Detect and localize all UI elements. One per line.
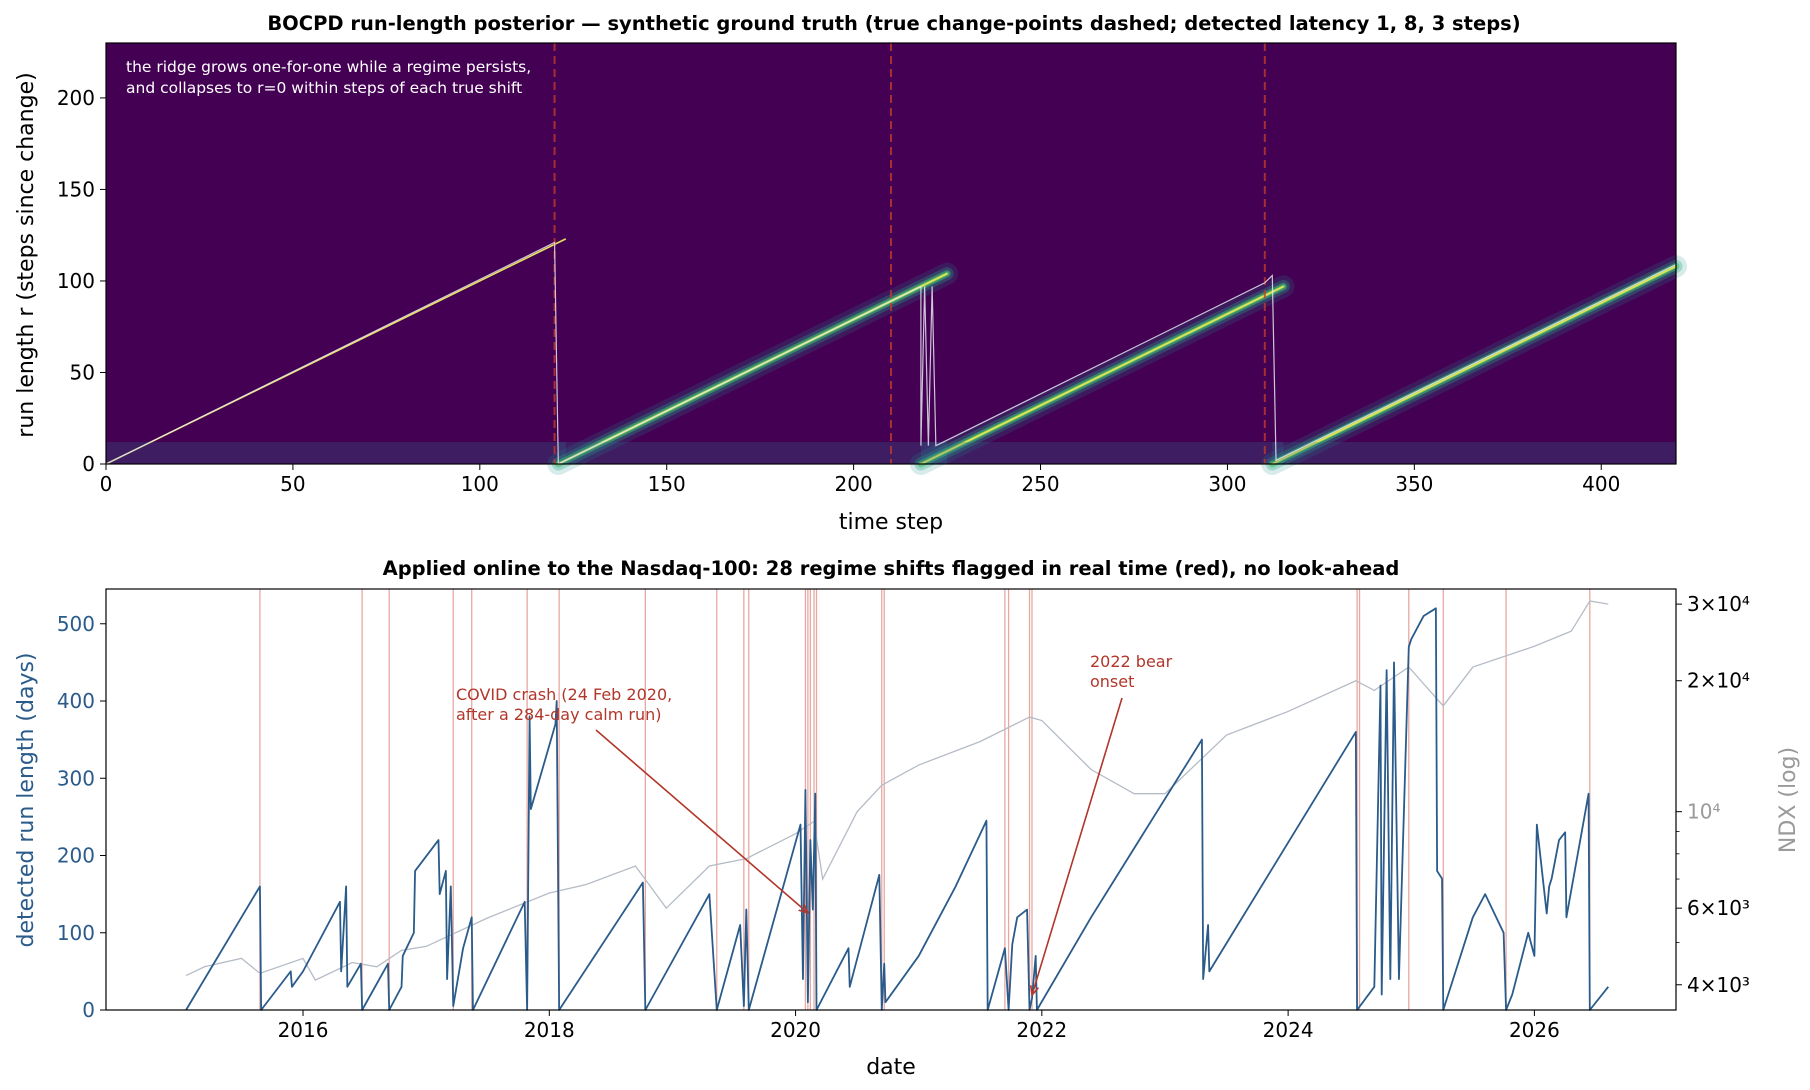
covid-annotation-arrow bbox=[595, 729, 808, 913]
top-x-tick-label-3: 150 bbox=[648, 472, 686, 496]
bottom-y-tick-label-3: 300 bbox=[57, 766, 95, 790]
bottom-x-tick-label-4: 2024 bbox=[1263, 1018, 1314, 1042]
noise-band-0 bbox=[106, 442, 566, 464]
ridge-3 bbox=[1271, 265, 1677, 465]
bear-annotation-arrow bbox=[1032, 697, 1123, 995]
bottom-y-tick-label-2: 200 bbox=[57, 844, 95, 868]
bottom-left-y-ticks: 0 100 200 300 400 500 bbox=[57, 612, 106, 1022]
top-x-tick-label-8: 400 bbox=[1582, 472, 1620, 496]
right-y-tick-label-1: 6×10³ bbox=[1687, 896, 1750, 920]
top-x-tick-label-1: 50 bbox=[280, 472, 305, 496]
top-y-axis-label: run length r (steps since change) bbox=[14, 72, 39, 437]
noise-band-3 bbox=[1272, 442, 1676, 464]
noise-band-2 bbox=[920, 442, 1284, 464]
top-x-ticks: 0 50 100 150 200 250 300 350 400 bbox=[100, 464, 1620, 496]
top-y-ticks: 0 50 100 150 200 bbox=[57, 86, 106, 476]
bottom-left-y-axis-label: detected run length (days) bbox=[14, 652, 39, 947]
top-x-tick-label-5: 250 bbox=[1021, 472, 1059, 496]
bottom-y-tick-label-4: 400 bbox=[57, 689, 95, 713]
top-annotation-line-1: the ridge grows one-for-one while a regi… bbox=[126, 58, 531, 76]
top-x-tick-label-6: 300 bbox=[1208, 472, 1246, 496]
right-y-tick-label-3: 2×10⁴ bbox=[1687, 669, 1750, 693]
bottom-panel: Applied online to the Nasdaq-100: 28 reg… bbox=[14, 557, 1801, 1080]
top-x-axis-label: time step bbox=[839, 510, 943, 535]
bear-annotation-line-1: 2022 bear bbox=[1090, 652, 1173, 671]
top-annotation-line-2: and collapses to r=0 within steps of eac… bbox=[126, 79, 522, 97]
noise-band-1 bbox=[558, 442, 948, 464]
covid-annotation-line-1: COVID crash (24 Feb 2020, bbox=[456, 685, 672, 704]
top-y-tick-label-4: 200 bbox=[57, 86, 95, 110]
top-y-tick-label-1: 50 bbox=[70, 360, 95, 384]
bottom-x-tick-label-2: 2020 bbox=[770, 1018, 821, 1042]
top-y-tick-label-2: 100 bbox=[57, 269, 95, 293]
bottom-x-tick-label-1: 2018 bbox=[524, 1018, 575, 1042]
right-y-tick-label-2: 10⁴ bbox=[1687, 800, 1720, 824]
heatmap-layer bbox=[105, 238, 1687, 475]
map-run-length-path bbox=[105, 241, 1677, 465]
right-y-tick-label-0: 4×10³ bbox=[1687, 973, 1750, 997]
ridge-2 bbox=[920, 285, 1284, 465]
bottom-y-tick-label-0: 0 bbox=[82, 998, 95, 1022]
right-y-tick-label-4: 3×10⁴ bbox=[1687, 592, 1750, 616]
bottom-right-y-axis-label: NDX (log) bbox=[1776, 747, 1801, 853]
ndx-series-line bbox=[185, 600, 1609, 981]
top-x-tick-label-2: 100 bbox=[461, 472, 499, 496]
bottom-x-axis-label: date bbox=[866, 1055, 916, 1080]
top-axes-frame bbox=[105, 42, 1677, 465]
bottom-right-y-ticks: 4×10³ 6×10³ 10⁴ 2×10⁴ 3×10⁴ bbox=[1676, 592, 1750, 997]
covid-annotation-line-2: after a 284-day calm run) bbox=[456, 705, 661, 724]
bear-annotation-line-2: onset bbox=[1090, 672, 1134, 691]
bottom-y-tick-label-5: 500 bbox=[57, 612, 95, 636]
top-x-tick-label-0: 0 bbox=[100, 472, 113, 496]
bottom-x-tick-label-5: 2026 bbox=[1509, 1018, 1560, 1042]
bottom-axes-frame bbox=[105, 588, 1677, 1011]
bottom-x-tick-label-3: 2022 bbox=[1016, 1018, 1067, 1042]
bottom-y-tick-label-1: 100 bbox=[57, 921, 95, 945]
bottom-x-tick-label-0: 2016 bbox=[278, 1018, 329, 1042]
flagged-shift-layer bbox=[259, 589, 1591, 1010]
bottom-x-ticks: 2016 2018 2020 2022 2024 2026 bbox=[278, 1010, 1560, 1042]
map-path-layer bbox=[105, 241, 1677, 465]
top-x-tick-label-7: 350 bbox=[1395, 472, 1433, 496]
top-y-tick-label-0: 0 bbox=[82, 452, 95, 476]
top-y-tick-label-3: 150 bbox=[57, 177, 95, 201]
top-panel: BOCPD run-length posterior — synthetic g… bbox=[14, 12, 1687, 535]
top-chart-title: BOCPD run-length posterior — synthetic g… bbox=[267, 12, 1520, 35]
bottom-plot-area bbox=[106, 589, 1676, 1010]
ndx-layer bbox=[185, 600, 1609, 981]
bottom-chart-title: Applied online to the Nasdaq-100: 28 reg… bbox=[383, 557, 1400, 580]
top-x-tick-label-4: 200 bbox=[835, 472, 873, 496]
